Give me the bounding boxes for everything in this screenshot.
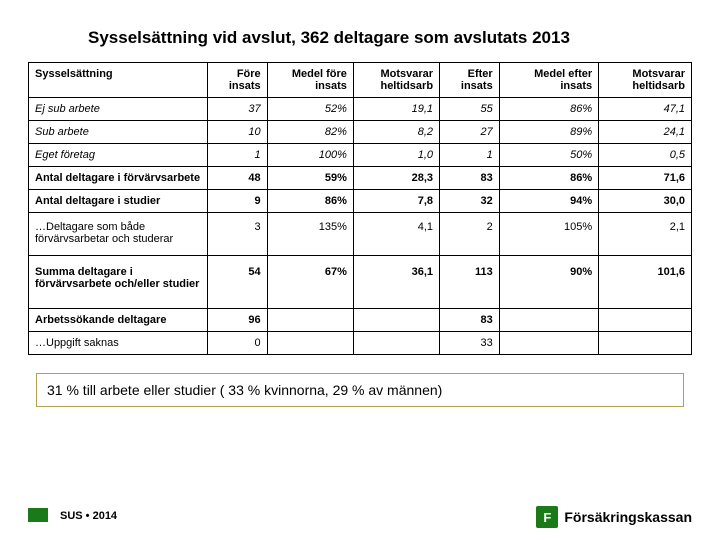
col-header: Motsvarar heltidsarb xyxy=(353,63,439,98)
note-box: 31 % till arbete eller studier ( 33 % kv… xyxy=(36,373,684,407)
table-row: …Deltagare som både förvärvsarbetar och … xyxy=(29,213,692,256)
cell: 100% xyxy=(267,144,353,167)
table-row: Sub arbete1082%8,22789%24,1 xyxy=(29,121,692,144)
cell: 9 xyxy=(208,190,268,213)
cell: 48 xyxy=(208,167,268,190)
brand-logo-icon: F xyxy=(536,506,558,528)
cell: 86% xyxy=(499,98,598,121)
row-label: Arbetssökande deltagare xyxy=(29,309,208,332)
table-row: Antal deltagare i förvärvsarbete4859%28,… xyxy=(29,167,692,190)
col-header: Medel före insats xyxy=(267,63,353,98)
cell: 37 xyxy=(208,98,268,121)
cell xyxy=(353,332,439,355)
cell: 55 xyxy=(440,98,500,121)
cell: 32 xyxy=(440,190,500,213)
cell: 47,1 xyxy=(599,98,692,121)
cell xyxy=(499,332,598,355)
cell: 89% xyxy=(499,121,598,144)
col-header: Medel efter insats xyxy=(499,63,598,98)
cell: 8,2 xyxy=(353,121,439,144)
table-row: Arbetssökande deltagare96 83 xyxy=(29,309,692,332)
row-label: Antal deltagare i förvärvsarbete xyxy=(29,167,208,190)
cell: 67% xyxy=(267,256,353,309)
cell xyxy=(499,309,598,332)
cell: 1 xyxy=(440,144,500,167)
accent-bar xyxy=(28,508,48,522)
row-label: Eget företag xyxy=(29,144,208,167)
cell: 71,6 xyxy=(599,167,692,190)
cell: 82% xyxy=(267,121,353,144)
table-row: Eget företag1100%1,0150%0,5 xyxy=(29,144,692,167)
cell: 2 xyxy=(440,213,500,256)
cell: 1,0 xyxy=(353,144,439,167)
brand-name: Försäkringskassan xyxy=(564,509,692,525)
row-label: Summa deltagare i förvärvsarbete och/ell… xyxy=(29,256,208,309)
cell xyxy=(353,309,439,332)
cell: 0,5 xyxy=(599,144,692,167)
table-row: Summa deltagare i förvärvsarbete och/ell… xyxy=(29,256,692,309)
row-label: Sub arbete xyxy=(29,121,208,144)
row-label: Ej sub arbete xyxy=(29,98,208,121)
cell: 27 xyxy=(440,121,500,144)
cell: 50% xyxy=(499,144,598,167)
cell: 4,1 xyxy=(353,213,439,256)
cell: 86% xyxy=(267,190,353,213)
cell: 54 xyxy=(208,256,268,309)
cell: 28,3 xyxy=(353,167,439,190)
brand: F Försäkringskassan xyxy=(536,506,692,528)
cell: 33 xyxy=(440,332,500,355)
cell: 83 xyxy=(440,167,500,190)
cell: 3 xyxy=(208,213,268,256)
cell: 24,1 xyxy=(599,121,692,144)
cell: 94% xyxy=(499,190,598,213)
col-header: Före insats xyxy=(208,63,268,98)
table-header-row: Sysselsättning Före insats Medel före in… xyxy=(29,63,692,98)
cell xyxy=(599,332,692,355)
cell: 2,1 xyxy=(599,213,692,256)
cell: 96 xyxy=(208,309,268,332)
cell: 135% xyxy=(267,213,353,256)
col-header: Motsvarar heltidsarb xyxy=(599,63,692,98)
data-table: Sysselsättning Före insats Medel före in… xyxy=(28,62,692,355)
slide-title: Sysselsättning vid avslut, 362 deltagare… xyxy=(88,28,692,48)
cell xyxy=(267,332,353,355)
cell: 36,1 xyxy=(353,256,439,309)
cell: 1 xyxy=(208,144,268,167)
cell xyxy=(267,309,353,332)
col-header: Efter insats xyxy=(440,63,500,98)
cell: 101,6 xyxy=(599,256,692,309)
cell: 52% xyxy=(267,98,353,121)
footer-text: SUS • 2014 xyxy=(60,510,117,522)
table-row: Antal deltagare i studier986%7,83294%30,… xyxy=(29,190,692,213)
cell: 83 xyxy=(440,309,500,332)
cell: 105% xyxy=(499,213,598,256)
row-label: Antal deltagare i studier xyxy=(29,190,208,213)
cell xyxy=(599,309,692,332)
footer: SUS • 2014 F Försäkringskassan xyxy=(0,504,720,540)
cell: 19,1 xyxy=(353,98,439,121)
table-row: …Uppgift saknas0 33 xyxy=(29,332,692,355)
cell: 30,0 xyxy=(599,190,692,213)
cell: 90% xyxy=(499,256,598,309)
table-row: Ej sub arbete3752%19,15586%47,1 xyxy=(29,98,692,121)
cell: 10 xyxy=(208,121,268,144)
cell: 113 xyxy=(440,256,500,309)
col-header: Sysselsättning xyxy=(29,63,208,98)
cell: 7,8 xyxy=(353,190,439,213)
cell: 0 xyxy=(208,332,268,355)
row-label: …Uppgift saknas xyxy=(29,332,208,355)
row-label: …Deltagare som både förvärvsarbetar och … xyxy=(29,213,208,256)
cell: 86% xyxy=(499,167,598,190)
cell: 59% xyxy=(267,167,353,190)
